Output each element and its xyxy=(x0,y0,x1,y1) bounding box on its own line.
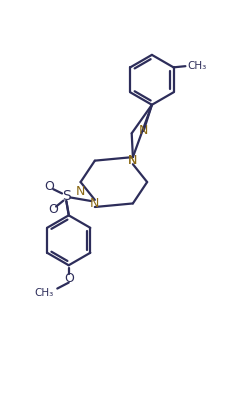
Text: N: N xyxy=(128,154,137,167)
Text: N: N xyxy=(139,124,148,137)
Text: CH₃: CH₃ xyxy=(34,288,53,297)
Text: CH₃: CH₃ xyxy=(188,61,207,71)
Text: O: O xyxy=(45,180,55,193)
Text: O: O xyxy=(48,203,58,216)
Text: S: S xyxy=(62,189,71,203)
Text: O: O xyxy=(64,272,74,285)
Text: N: N xyxy=(128,154,137,167)
Text: N: N xyxy=(76,185,85,198)
Text: N: N xyxy=(90,197,99,210)
